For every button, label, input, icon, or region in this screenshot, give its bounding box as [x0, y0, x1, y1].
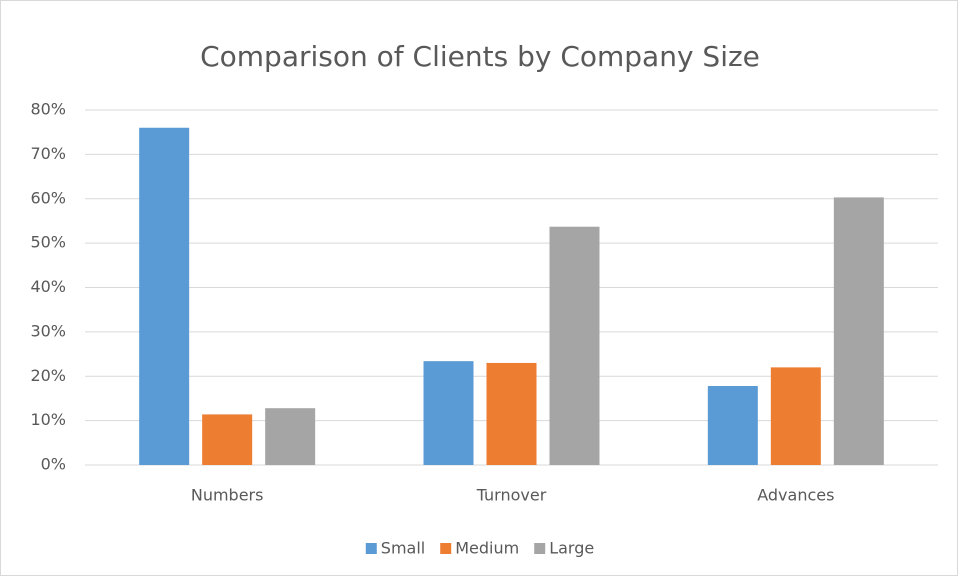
y-tick-label: 80%: [30, 100, 66, 119]
x-tick-label: Advances: [757, 486, 834, 505]
legend-label: Medium: [455, 539, 519, 558]
y-tick-label: 40%: [30, 277, 66, 296]
bar: [707, 386, 758, 465]
bar: [202, 414, 253, 465]
y-tick-label: 50%: [30, 233, 66, 252]
legend-label: Large: [549, 539, 594, 558]
y-tick-label: 30%: [30, 321, 66, 340]
y-tick-label: 60%: [30, 188, 66, 207]
x-tick-label: Numbers: [191, 486, 264, 505]
bar: [770, 367, 821, 465]
legend-label: Small: [381, 539, 425, 558]
y-tick-label: 0%: [41, 455, 66, 474]
legend-swatch: [365, 543, 377, 554]
y-tick-label: 70%: [30, 144, 66, 163]
bar: [833, 197, 884, 465]
bar: [139, 127, 190, 465]
legend-swatch: [440, 543, 452, 554]
chart-title: Comparison of Clients by Company Size: [200, 40, 760, 73]
x-tick-label: Turnover: [476, 486, 547, 505]
y-tick-label: 10%: [30, 410, 66, 429]
legend-swatch: [534, 543, 546, 554]
bar: [486, 362, 537, 465]
y-tick-label: 20%: [30, 366, 66, 385]
bar: [423, 361, 474, 465]
bar: [549, 226, 600, 465]
bar: [265, 408, 316, 465]
